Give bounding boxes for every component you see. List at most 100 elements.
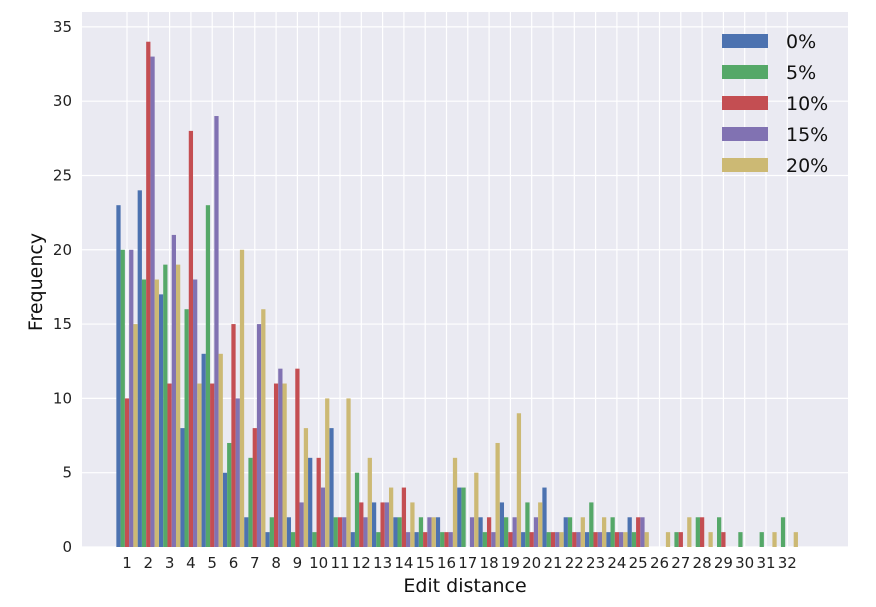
x-tick-label: 17 — [458, 554, 477, 572]
bar — [538, 502, 543, 547]
y-axis-label: Frequency — [25, 233, 47, 331]
bar — [448, 532, 453, 547]
legend-label: 10% — [786, 93, 828, 115]
bar — [231, 324, 236, 547]
bar — [431, 517, 436, 547]
bar — [644, 532, 649, 547]
bar — [193, 279, 198, 547]
bar — [423, 532, 428, 547]
bar — [380, 502, 385, 547]
x-tick-label: 28 — [693, 554, 712, 572]
bar — [410, 502, 415, 547]
bar — [614, 532, 620, 547]
bar — [197, 383, 202, 547]
bar — [188, 130, 194, 547]
bar — [371, 502, 377, 547]
bar — [640, 517, 645, 547]
bar — [529, 532, 534, 547]
bar — [606, 532, 611, 547]
bar — [542, 487, 547, 547]
bar — [738, 532, 743, 547]
bar — [665, 532, 671, 547]
bar — [337, 517, 343, 547]
bar — [495, 442, 500, 547]
bar — [759, 532, 764, 547]
bar — [320, 487, 326, 547]
bar — [354, 472, 360, 547]
bar — [584, 532, 590, 547]
bar — [363, 517, 368, 547]
x-tick-label: 2 — [144, 554, 154, 572]
bar — [508, 532, 513, 547]
bar — [597, 532, 602, 547]
bar — [486, 517, 492, 547]
y-tick-label: 20 — [53, 241, 72, 259]
bar — [435, 517, 441, 547]
bar — [631, 532, 637, 547]
bar — [406, 532, 411, 547]
bar — [303, 428, 309, 547]
bar — [593, 532, 598, 547]
bar — [482, 532, 487, 547]
bar — [350, 532, 355, 547]
x-tick-label: 1 — [122, 554, 132, 572]
x-tick-label: 15 — [416, 554, 435, 572]
bar — [469, 517, 475, 547]
bar — [316, 457, 321, 547]
bar — [418, 517, 424, 547]
bar — [525, 502, 530, 547]
x-tick-label: 20 — [522, 554, 541, 572]
legend-swatch — [722, 96, 768, 110]
bar — [674, 532, 679, 547]
x-tick-label: 6 — [229, 554, 239, 572]
y-tick-label: 25 — [53, 166, 72, 184]
bar — [261, 309, 266, 547]
y-tick-label: 15 — [53, 315, 72, 333]
bar — [499, 502, 505, 547]
x-tick-label: 5 — [207, 554, 217, 572]
bar — [227, 442, 232, 547]
bar — [444, 532, 449, 547]
bar — [235, 398, 240, 547]
x-tick-label: 29 — [714, 554, 733, 572]
bar — [619, 532, 624, 547]
bar — [397, 517, 402, 547]
y-tick-label: 10 — [53, 389, 72, 407]
bar — [222, 472, 228, 547]
bar — [687, 517, 692, 547]
bar — [559, 532, 564, 547]
bar — [150, 56, 155, 547]
bar — [384, 502, 389, 547]
x-tick-labels: 1 2 3 4 5 6 7 8 9 10 11 12 13 14 15 16 17 18 19 20 21 22 23 24 2… — [122, 554, 797, 572]
x-tick-label: 30 — [735, 554, 754, 572]
x-tick-label: 13 — [373, 554, 392, 572]
legend-swatch — [722, 65, 768, 79]
bar — [282, 383, 287, 547]
bar — [175, 264, 181, 547]
bar — [452, 457, 458, 547]
bar — [124, 398, 130, 547]
bar — [623, 532, 628, 547]
bar — [329, 428, 334, 547]
bar — [393, 517, 398, 547]
bar — [772, 532, 777, 547]
legend-swatch — [722, 158, 768, 172]
bar — [376, 532, 381, 547]
bar — [601, 517, 607, 547]
bar — [129, 249, 134, 547]
bar — [491, 532, 496, 547]
bar — [286, 517, 292, 547]
bar — [457, 487, 462, 547]
legend-label: 15% — [786, 124, 828, 146]
bar — [133, 324, 138, 547]
x-tick-label: 10 — [309, 554, 328, 572]
x-tick-label: 24 — [607, 554, 626, 572]
x-tick-label: 7 — [250, 554, 260, 572]
bar — [699, 517, 705, 547]
bar — [214, 116, 219, 548]
bar — [239, 249, 245, 547]
bar — [269, 517, 274, 547]
bar — [295, 368, 300, 547]
x-tick-label: 19 — [501, 554, 520, 572]
